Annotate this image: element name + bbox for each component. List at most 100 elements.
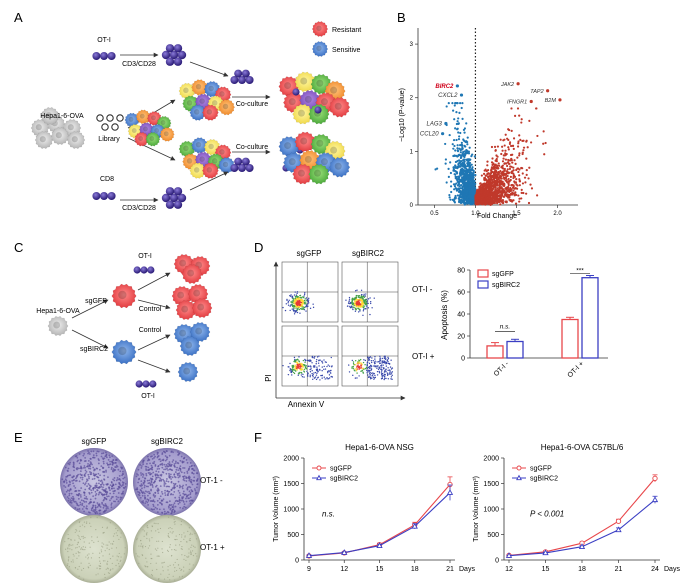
volcano-point-left <box>465 202 468 205</box>
colony <box>168 476 171 479</box>
flow-event <box>293 294 296 296</box>
flow-event <box>304 292 306 294</box>
volcano-point-right <box>536 134 539 138</box>
flow-event <box>390 359 392 361</box>
volcano-point-right <box>520 191 523 195</box>
colony <box>78 489 81 492</box>
colony <box>67 485 70 488</box>
flow-event <box>302 297 304 299</box>
flow-event <box>331 366 333 368</box>
volcano-point-left <box>465 170 468 174</box>
colony <box>82 454 85 457</box>
flow-event <box>297 372 300 374</box>
flow-event <box>358 361 360 363</box>
flow-event <box>291 370 293 373</box>
colony <box>184 506 187 509</box>
flow-event <box>287 366 289 368</box>
flow-event <box>326 378 328 380</box>
volcano-point-right <box>494 176 497 179</box>
volcano-point-left <box>457 181 461 185</box>
tcell <box>135 380 143 388</box>
volcano-point-right <box>485 194 488 197</box>
flow-event <box>391 378 393 381</box>
colony <box>84 469 87 472</box>
flow-event <box>303 293 306 296</box>
flow-event <box>386 372 389 374</box>
cell-nucleus <box>151 115 156 121</box>
volcano-point-right <box>503 191 506 194</box>
colony <box>156 499 159 502</box>
colony <box>153 460 156 463</box>
flow-event <box>348 300 350 302</box>
colony <box>89 461 92 464</box>
colony <box>174 486 176 489</box>
cell-nucleus <box>316 79 324 87</box>
colony <box>73 485 75 487</box>
flow-event <box>302 365 304 368</box>
flow-event <box>313 357 316 359</box>
bar-legend-label: sgGFP <box>492 271 514 278</box>
cell-nucleus <box>143 126 148 132</box>
volcano-point-left <box>455 111 458 114</box>
colony <box>145 472 148 475</box>
volcano-point-left <box>471 196 474 200</box>
colony <box>163 508 165 511</box>
colony <box>85 522 88 524</box>
flow-event <box>291 295 294 297</box>
flow-event <box>371 307 373 309</box>
colony <box>119 498 122 501</box>
cell-nucleus <box>197 303 205 311</box>
colony <box>137 493 140 496</box>
flow-event <box>289 309 291 312</box>
flow-event <box>354 359 357 362</box>
flow-event <box>299 297 301 299</box>
colony <box>188 478 191 480</box>
volcano-point-left <box>467 170 470 173</box>
flow-event <box>303 376 305 378</box>
colony <box>79 470 82 473</box>
flow-event <box>297 363 299 366</box>
colony <box>178 496 181 499</box>
colony <box>119 470 122 473</box>
colony <box>165 472 168 475</box>
volcano-point-right <box>497 162 500 165</box>
flow-event <box>354 303 356 306</box>
flow-event <box>347 305 349 307</box>
colony <box>123 476 126 479</box>
flow-row-minus: OT-I - <box>412 285 433 294</box>
tcell-cluster-bottom <box>92 192 116 200</box>
colony <box>64 466 67 469</box>
volcano-point-left <box>444 162 447 165</box>
volcano-point-left <box>455 171 459 174</box>
colony <box>158 467 161 470</box>
flow-event <box>313 372 315 374</box>
colony <box>149 467 152 470</box>
volcano-point-right <box>509 165 512 168</box>
colony <box>110 506 113 509</box>
colony <box>67 499 70 502</box>
flow-event <box>294 297 296 300</box>
flow-event <box>360 294 363 296</box>
volcano-point-left <box>444 142 447 146</box>
flow-event <box>369 371 371 374</box>
volcano-point-right <box>475 189 479 192</box>
colony <box>141 487 143 490</box>
colony <box>178 492 181 494</box>
cell-membrane <box>218 99 235 116</box>
flow-event <box>311 374 314 377</box>
colony <box>173 473 176 476</box>
colony <box>97 479 100 482</box>
colony <box>189 486 192 489</box>
colony <box>181 507 184 510</box>
colony <box>92 487 94 490</box>
colony <box>144 502 147 505</box>
volcano-point-right <box>481 200 484 203</box>
flow-event <box>388 369 391 371</box>
volcano-gene-label: LAG3 <box>427 121 443 127</box>
flow-event <box>348 364 350 366</box>
flow-event <box>381 360 383 363</box>
colony <box>95 454 98 457</box>
colony <box>161 459 164 462</box>
tcell <box>238 76 246 84</box>
colony <box>70 492 73 495</box>
